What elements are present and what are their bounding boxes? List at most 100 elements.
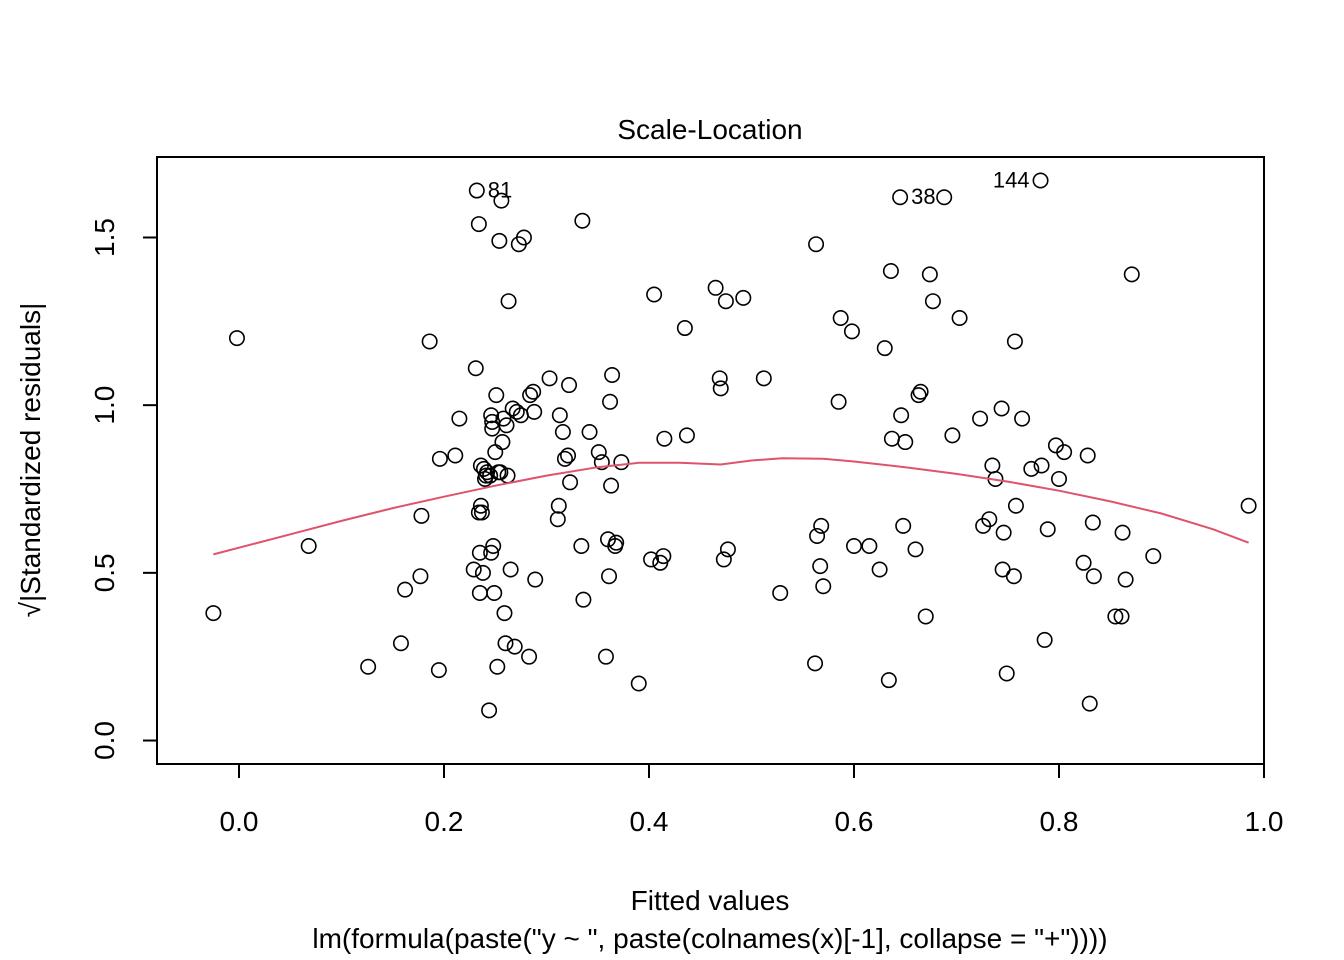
data-points [205, 172, 1257, 719]
data-point [815, 578, 832, 595]
data-point [601, 568, 618, 585]
data-point [883, 430, 900, 447]
data-point [447, 447, 464, 464]
data-point [608, 534, 625, 551]
data-point [1114, 524, 1131, 541]
data-point [715, 551, 732, 568]
data-point [1006, 333, 1023, 350]
y-tick-label: 0.5 [89, 553, 120, 592]
data-point [597, 648, 614, 665]
data-point [876, 340, 893, 357]
data-point [581, 423, 598, 440]
data-point [882, 263, 899, 280]
x-tick-label: 0.8 [1040, 806, 1079, 837]
data-point [1081, 695, 1098, 712]
data-point [482, 467, 499, 484]
data-point [603, 477, 620, 494]
data-point [489, 658, 506, 675]
data-point [465, 561, 482, 578]
data-point [892, 189, 909, 206]
data-point [843, 323, 860, 340]
data-point [1033, 457, 1050, 474]
data-point [1014, 410, 1031, 427]
data-point [1023, 460, 1040, 477]
data-point [893, 407, 910, 424]
data-point [413, 507, 430, 524]
smooth-line [213, 457, 1249, 556]
data-point [506, 638, 523, 655]
data-point [880, 672, 897, 689]
data-point [755, 370, 772, 387]
data-point [646, 286, 663, 303]
data-point [808, 236, 825, 253]
data-point [676, 320, 693, 337]
data-point [451, 410, 468, 427]
y-tick-label: 0.0 [89, 721, 120, 760]
data-point [549, 511, 566, 528]
data-point [541, 370, 558, 387]
data-point [707, 279, 724, 296]
x-tick-label: 0.2 [425, 806, 464, 837]
data-point [613, 454, 630, 471]
data-point [470, 216, 487, 233]
data-point [656, 430, 673, 447]
subtitle: lm(formula(paste("y ~ ", paste(colnames(… [312, 923, 1107, 954]
data-point [397, 581, 414, 598]
point-label: 81 [488, 178, 512, 203]
data-point [593, 454, 610, 471]
data-point [1085, 568, 1102, 585]
data-point [502, 561, 519, 578]
chart-title: Scale-Location [617, 114, 802, 145]
data-point [412, 568, 429, 585]
data-point [494, 434, 511, 451]
data-point [590, 444, 607, 461]
data-point [912, 383, 929, 400]
data-point [772, 584, 789, 601]
point-label: 144 [993, 167, 1030, 192]
data-point [813, 517, 830, 534]
data-point [474, 564, 491, 581]
data-point [735, 289, 752, 306]
data-point [491, 232, 508, 249]
data-point [812, 558, 829, 575]
x-tick-label: 0.6 [835, 806, 874, 837]
data-point [550, 497, 567, 514]
data-point [830, 393, 847, 410]
data-point [993, 400, 1010, 417]
data-point [809, 527, 826, 544]
data-point [643, 551, 660, 568]
data-point [562, 474, 579, 491]
data-point [717, 293, 734, 310]
data-point [471, 544, 488, 561]
y-axis: 0.0 0.5 1.0 1.5 [89, 218, 158, 760]
data-point [561, 377, 578, 394]
x-tick-label: 0.0 [220, 806, 259, 837]
data-point [924, 293, 941, 310]
data-point [1032, 172, 1049, 189]
data-point [468, 182, 485, 199]
data-point [998, 665, 1015, 682]
data-point [498, 417, 515, 434]
data-point [897, 434, 914, 451]
data-point [807, 655, 824, 672]
data-point [1056, 444, 1073, 461]
data-point [496, 605, 513, 622]
data-point [1079, 447, 1096, 464]
data-point [421, 333, 438, 350]
data-point [481, 702, 498, 719]
data-point [560, 447, 577, 464]
data-point [917, 608, 934, 625]
data-point [1039, 521, 1056, 538]
data-point [573, 538, 590, 555]
point-label: 38 [911, 184, 935, 209]
data-point [1051, 470, 1068, 487]
data-point [981, 511, 998, 528]
y-tick-label: 1.0 [89, 386, 120, 425]
data-point [483, 544, 500, 561]
data-point [554, 423, 571, 440]
data-point [492, 464, 509, 481]
data-point [479, 464, 496, 481]
data-point [921, 266, 938, 283]
data-point [1084, 514, 1101, 531]
data-point [508, 403, 525, 420]
